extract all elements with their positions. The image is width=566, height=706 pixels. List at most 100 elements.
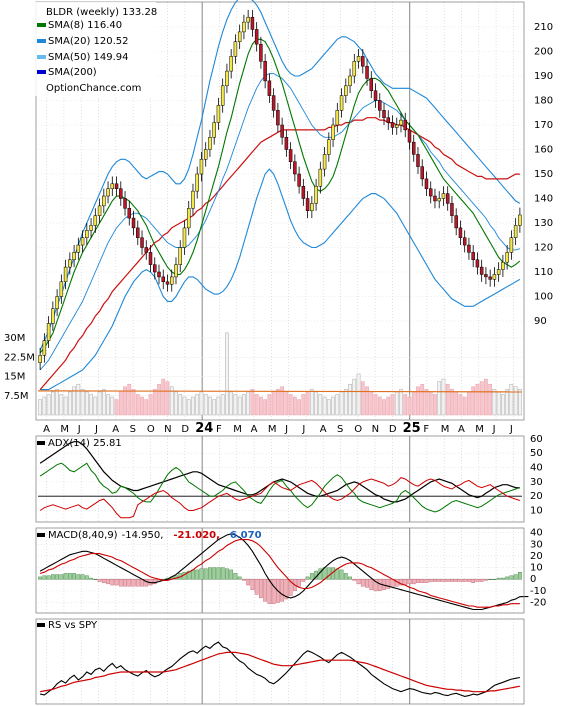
x-tick-label: A	[43, 424, 50, 435]
macd-histogram-bar	[93, 579, 98, 580]
candle-body	[344, 85, 348, 96]
volume-bar	[288, 394, 293, 416]
volume-bar	[428, 391, 433, 416]
macd-histogram-bar	[369, 579, 374, 590]
volume-bar	[509, 383, 514, 416]
candle-body	[378, 100, 382, 111]
adx-series-line	[39, 462, 521, 513]
macd-histogram-bar	[106, 579, 110, 585]
volume-bar	[352, 378, 357, 416]
macd-histogram-bar	[471, 579, 476, 583]
volume-bar	[301, 394, 306, 416]
candle-body	[271, 95, 276, 111]
macd-histogram-bar	[467, 579, 471, 582]
candle-body	[153, 264, 157, 273]
candle-body	[203, 149, 208, 160]
legend-sma8: SMA(8) 116.40	[48, 20, 122, 31]
rs-legend: RS vs SPY	[37, 620, 98, 631]
macd-series-line	[39, 539, 520, 608]
candle-body	[437, 198, 441, 202]
macd-tick-label: 10	[530, 563, 543, 574]
volume-bar	[467, 391, 471, 416]
macd-histogram-bar	[428, 579, 433, 582]
rs-series-line	[39, 651, 521, 693]
volume-tick-label: 22.5M	[4, 352, 35, 363]
x-tick-label: O	[147, 424, 155, 435]
volume-bar	[110, 396, 115, 416]
candle-body	[127, 208, 132, 219]
macd-histogram-bar	[352, 579, 357, 581]
macd-histogram-bar	[309, 573, 314, 580]
volume-bar	[360, 381, 365, 416]
volume-bar	[84, 391, 89, 416]
macd-histogram-bar	[386, 579, 391, 589]
volume-bar	[59, 394, 64, 416]
candle-body	[428, 188, 433, 197]
x-tick-label: M	[60, 424, 69, 435]
candle-body	[182, 227, 187, 248]
macd-histogram-bar	[199, 568, 204, 580]
candle-body	[352, 61, 357, 77]
legend-swatch-sma50	[37, 55, 46, 59]
macd-histogram-bar	[411, 579, 416, 585]
macd-histogram-bar	[127, 579, 132, 587]
candle-body	[513, 225, 518, 238]
volume-bar	[386, 396, 391, 416]
macd-histogram-bar	[420, 579, 425, 583]
volume-bar	[318, 394, 323, 416]
macd-histogram-bar	[220, 567, 225, 580]
macd-tick-label: 20	[530, 551, 543, 562]
candle-body	[225, 70, 229, 87]
macd-histogram-bar	[152, 579, 157, 585]
adx-panel-frame	[35, 435, 525, 523]
candle-body	[38, 355, 42, 363]
macd-histogram-bar	[59, 574, 64, 580]
macd-histogram-bar	[89, 577, 93, 580]
candle-body	[403, 119, 407, 131]
macd-histogram-bar	[246, 579, 251, 586]
candle-body	[229, 56, 233, 72]
axis-labels: 9010011012013014015016017018019020021030…	[4, 22, 553, 609]
macd-histogram-bar	[195, 569, 200, 580]
volume-bar	[174, 391, 178, 416]
candle-body	[254, 29, 259, 45]
macd-histogram-bar	[445, 579, 450, 582]
volume-tick-label: 15M	[4, 372, 25, 383]
volume-bar	[462, 396, 467, 416]
candle-body	[106, 188, 110, 197]
volume-bar	[131, 389, 136, 416]
macd-histogram-bar	[326, 567, 331, 580]
volume-bar	[348, 383, 352, 416]
x-tick-label: N	[372, 424, 379, 435]
macd-histogram-bar	[365, 579, 369, 588]
volume-bars	[37, 332, 523, 604]
volume-bar	[237, 396, 242, 416]
macd-legend: MACD(8,40,9) -14.950, -21.020, 6.070	[37, 530, 262, 541]
price-tick-label: 160	[534, 145, 553, 156]
volume-bar	[441, 378, 446, 416]
candle-body	[475, 259, 480, 268]
candle-body	[216, 105, 221, 123]
volume-bar	[280, 386, 284, 416]
volume-bar	[233, 394, 238, 416]
candle-body	[148, 252, 153, 265]
volume-bar	[46, 394, 51, 416]
candle-body	[284, 137, 289, 150]
volume-bar	[42, 396, 47, 416]
adx-series-line	[39, 441, 520, 503]
volume-bar	[424, 389, 429, 416]
candle-body	[373, 90, 378, 101]
price-tick-label: 120	[534, 243, 553, 254]
macd-histogram-bar	[186, 570, 191, 580]
price-tick-label: 150	[534, 169, 553, 180]
x-tick-label: D	[181, 424, 189, 435]
volume-tick-label: 30M	[4, 333, 25, 344]
candle-body	[140, 237, 144, 248]
volume-bar	[208, 396, 212, 416]
candle-body	[93, 215, 98, 226]
candle-body	[450, 203, 454, 216]
candle-body	[484, 274, 488, 278]
candle-body	[144, 247, 148, 253]
candle-body	[263, 61, 267, 82]
volume-bar	[144, 399, 149, 416]
